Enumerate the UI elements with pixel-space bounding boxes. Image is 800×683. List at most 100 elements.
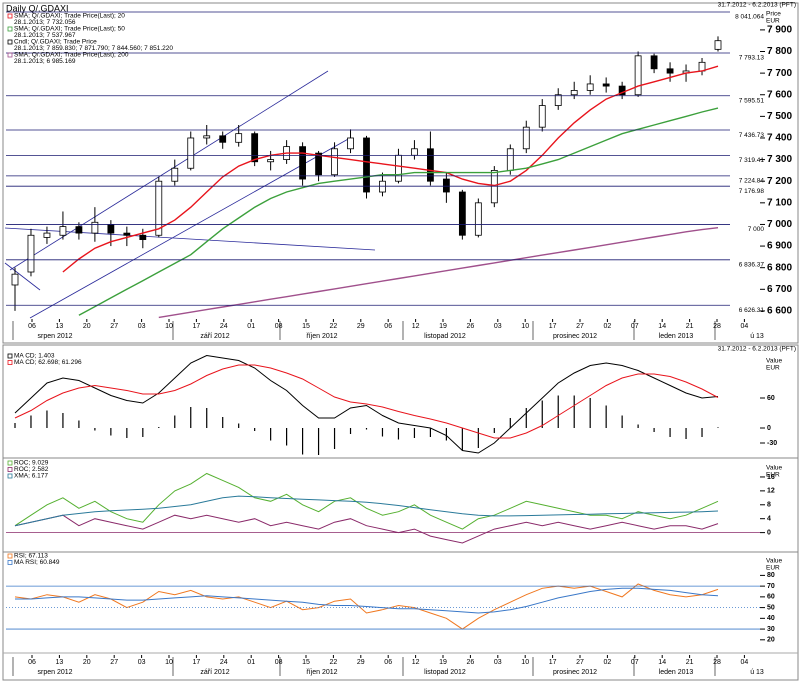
- trend-line: [29, 137, 351, 319]
- x-tick-label: 10: [521, 659, 529, 666]
- x-tick-label: 04: [741, 659, 749, 666]
- candle-body: [427, 148, 434, 182]
- y-tick-label: 7 200: [767, 176, 792, 187]
- y-tick-label: 4: [767, 516, 771, 523]
- y-tick-label: -30: [767, 440, 777, 447]
- x-tick-label: 27: [110, 323, 118, 330]
- candle-body: [347, 137, 354, 150]
- x-tick-label: 02: [604, 323, 612, 330]
- y-tick-label: 20: [767, 637, 775, 644]
- month-label: říjen 2012: [306, 669, 337, 676]
- legend-text: ROC; 2.582: [14, 466, 49, 473]
- y-tick-label: 6 700: [767, 284, 792, 295]
- series-line: [14, 495, 719, 527]
- x-tick-label: 13: [56, 659, 64, 666]
- x-tick-label: 01: [247, 323, 255, 330]
- legend-swatch: [7, 467, 13, 472]
- legend-swatch: [7, 560, 13, 565]
- candle-body: [171, 167, 179, 182]
- candle-body: [506, 148, 514, 171]
- trend-line: [4, 262, 41, 291]
- x-tick-label: 26: [467, 659, 475, 666]
- month-label: ú 13: [750, 333, 764, 340]
- x-tick-label: 14: [658, 323, 666, 330]
- level-label: 7 000: [748, 226, 765, 233]
- x-tick-label: 27: [576, 659, 584, 666]
- y-tick-label: 7 600: [767, 89, 792, 100]
- candle-body: [203, 135, 211, 139]
- x-tick-label: 17: [193, 659, 201, 666]
- candle-body: [11, 273, 19, 286]
- y-tick-label: 6 600: [767, 306, 792, 317]
- candle-body: [123, 232, 131, 236]
- candle-body: [618, 85, 626, 96]
- month-label: prosinec 2012: [553, 669, 597, 676]
- legend-text: 28.1.2013; 7 537.967: [14, 32, 76, 39]
- y-tick-label: 60: [767, 594, 775, 601]
- x-tick-label: 04: [741, 323, 749, 330]
- level-label: 7 319.41: [739, 157, 765, 164]
- candle-body: [474, 202, 482, 236]
- level-label: 8 041.064: [735, 14, 764, 21]
- y-tick-label: 7 800: [767, 46, 792, 57]
- legend-swatch: [7, 52, 13, 58]
- x-tick-label: 24: [220, 659, 228, 666]
- y-tick-label: 12: [767, 488, 775, 495]
- level-label: 7 793.13: [739, 55, 765, 62]
- series-line: [62, 65, 719, 273]
- candle-body: [27, 234, 35, 273]
- y-tick-label: 30: [767, 626, 775, 633]
- legend-swatch: [7, 39, 13, 45]
- x-tick-label: 22: [330, 659, 338, 666]
- candle-body: [251, 133, 259, 163]
- x-tick-label: 20: [83, 323, 91, 330]
- candle-body: [490, 170, 498, 204]
- axis-unit: EUR: [766, 365, 780, 372]
- x-tick-label: 03: [138, 659, 146, 666]
- candle-body: [411, 148, 418, 156]
- x-tick-label: 14: [658, 659, 666, 666]
- series-line: [14, 514, 719, 544]
- axis-name: Value: [766, 558, 783, 565]
- axis-unit: EUR: [766, 565, 780, 572]
- y-tick-label: 16: [767, 474, 775, 481]
- month-label: leden 2013: [659, 669, 694, 676]
- x-tick-label: 12: [412, 323, 420, 330]
- x-tick-label: 12: [412, 659, 420, 666]
- x-tick-label: 02: [604, 659, 612, 666]
- candle-body: [267, 159, 275, 163]
- candle-body: [219, 135, 227, 143]
- x-tick-label: 06: [28, 659, 36, 666]
- series-line: [14, 355, 719, 454]
- candle-body: [187, 137, 195, 169]
- x-tick-label: 26: [467, 323, 475, 330]
- candle-body: [650, 55, 658, 70]
- x-tick-label: 22: [330, 323, 338, 330]
- legend-text: SMA; Q/.GDAXI; Trade Price(Last); 200: [14, 52, 129, 59]
- y-tick-label: 8: [767, 502, 771, 509]
- legend-text: 28.1.2013; 7 732.056: [14, 19, 76, 26]
- axis-name: Price: [766, 11, 781, 18]
- level-label: 6 836.37: [739, 262, 765, 269]
- candle-body: [522, 126, 530, 150]
- x-tick-label: 28: [713, 659, 721, 666]
- candle-body: [714, 40, 722, 50]
- candle-body: [43, 232, 51, 238]
- axis-unit: EUR: [766, 18, 780, 25]
- trend-line: [4, 227, 376, 251]
- candle-body: [634, 55, 642, 96]
- legend-text: SMA; Q/.GDAXI; Trade Price(Last); 50: [14, 26, 125, 33]
- month-label: říjen 2012: [306, 333, 337, 340]
- candle-body: [59, 226, 67, 236]
- legend-text: XMA; 6.177: [14, 473, 48, 480]
- legend-text: MA CD; 62.698; 61.296: [14, 359, 82, 366]
- x-tick-label: 08: [275, 323, 283, 330]
- candle-body: [363, 137, 370, 193]
- x-tick-label: 17: [193, 323, 201, 330]
- legend-swatch: [7, 553, 13, 559]
- legend-swatch: [7, 473, 13, 479]
- legend-swatch: [7, 360, 13, 365]
- plot-area: [14, 472, 719, 544]
- legend-text: RSI; 67.113: [14, 553, 48, 560]
